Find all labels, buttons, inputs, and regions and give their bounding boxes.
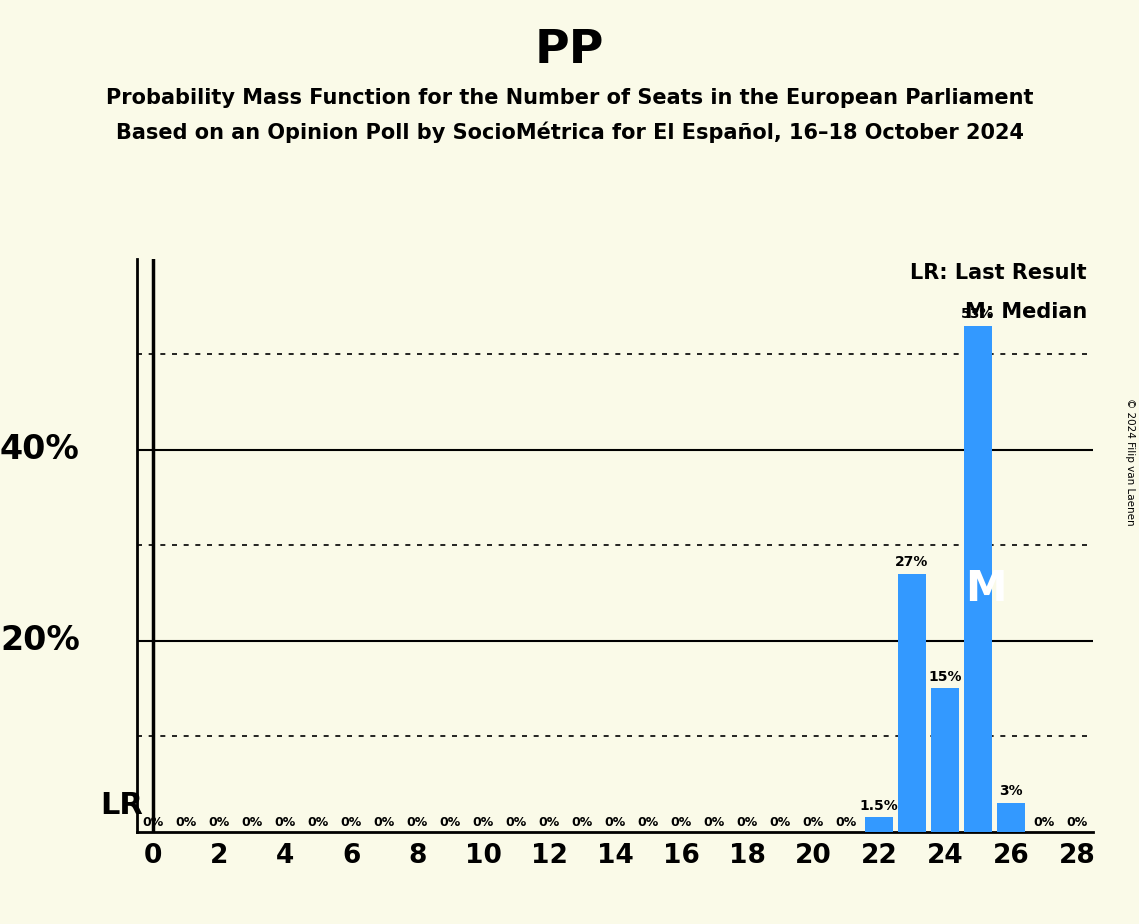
Text: 0%: 0% bbox=[704, 816, 724, 829]
Text: M: M bbox=[966, 567, 1007, 610]
Text: 0%: 0% bbox=[374, 816, 395, 829]
Text: 0%: 0% bbox=[572, 816, 592, 829]
Text: 20%: 20% bbox=[0, 624, 80, 657]
Text: 0%: 0% bbox=[737, 816, 757, 829]
Text: LR: Last Result: LR: Last Result bbox=[910, 263, 1087, 284]
Text: 40%: 40% bbox=[0, 433, 80, 467]
Text: M: Median: M: Median bbox=[965, 301, 1087, 322]
Text: LR: LR bbox=[100, 791, 144, 821]
Bar bbox=[997, 803, 1025, 832]
Text: 0%: 0% bbox=[769, 816, 790, 829]
Bar bbox=[964, 325, 992, 832]
Bar bbox=[931, 688, 959, 832]
Text: 53%: 53% bbox=[961, 307, 994, 321]
Text: PP: PP bbox=[534, 28, 605, 73]
Bar bbox=[865, 817, 893, 832]
Bar bbox=[898, 574, 926, 832]
Text: 15%: 15% bbox=[928, 670, 961, 684]
Text: 0%: 0% bbox=[638, 816, 658, 829]
Text: 0%: 0% bbox=[308, 816, 329, 829]
Text: 0%: 0% bbox=[341, 816, 362, 829]
Text: 3%: 3% bbox=[999, 784, 1023, 798]
Text: 0%: 0% bbox=[274, 816, 296, 829]
Text: 0%: 0% bbox=[241, 816, 263, 829]
Text: 0%: 0% bbox=[671, 816, 691, 829]
Text: 0%: 0% bbox=[539, 816, 559, 829]
Text: 0%: 0% bbox=[605, 816, 625, 829]
Text: 0%: 0% bbox=[407, 816, 428, 829]
Text: 0%: 0% bbox=[1033, 816, 1055, 829]
Text: 0%: 0% bbox=[802, 816, 823, 829]
Text: 0%: 0% bbox=[142, 816, 164, 829]
Text: 0%: 0% bbox=[835, 816, 857, 829]
Text: 0%: 0% bbox=[473, 816, 493, 829]
Text: 0%: 0% bbox=[175, 816, 197, 829]
Text: 1.5%: 1.5% bbox=[860, 798, 899, 812]
Text: © 2024 Filip van Laenen: © 2024 Filip van Laenen bbox=[1125, 398, 1134, 526]
Text: 27%: 27% bbox=[895, 555, 928, 569]
Text: 0%: 0% bbox=[440, 816, 461, 829]
Text: 0%: 0% bbox=[208, 816, 230, 829]
Text: 0%: 0% bbox=[1066, 816, 1088, 829]
Text: Probability Mass Function for the Number of Seats in the European Parliament: Probability Mass Function for the Number… bbox=[106, 88, 1033, 108]
Text: 0%: 0% bbox=[506, 816, 526, 829]
Text: Based on an Opinion Poll by SocioMétrica for El Español, 16–18 October 2024: Based on an Opinion Poll by SocioMétrica… bbox=[115, 122, 1024, 143]
